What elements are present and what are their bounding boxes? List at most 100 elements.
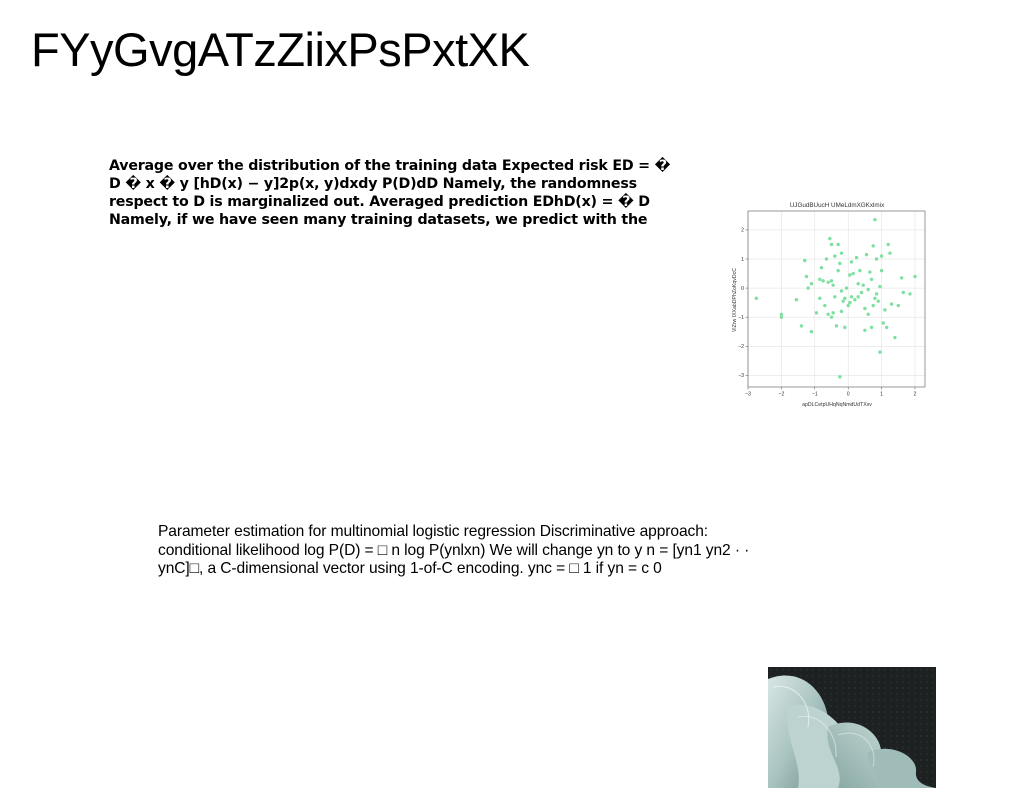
scatter-point xyxy=(841,299,845,303)
scatter-point xyxy=(863,306,867,311)
logistic-regression-paragraph: Parameter estimation for multinomial log… xyxy=(158,523,750,577)
scatter-point xyxy=(843,296,847,300)
scatter-point xyxy=(871,303,875,308)
scatter-point xyxy=(873,296,877,300)
scatter-point xyxy=(818,296,822,300)
y-tick-label: −2 xyxy=(738,344,744,350)
scatter-point xyxy=(836,242,840,247)
scatter-point xyxy=(863,328,867,332)
y-tick-label: 1 xyxy=(741,257,744,263)
x-tick-label: 1 xyxy=(880,392,883,398)
scatter-point xyxy=(881,321,885,325)
scatter-chart: UJGudBUucH UMeLdmXGKxlmix −3 −2 −1 0 1 2−3−2−… xyxy=(732,202,926,408)
scatter-point xyxy=(848,300,852,305)
y-tick-label: 2 xyxy=(741,228,744,234)
scatter-point xyxy=(821,279,825,283)
y-tick-label: −1 xyxy=(738,315,744,321)
abstract-ribbon-image xyxy=(768,667,936,788)
scatter-point xyxy=(828,236,832,241)
scatter-point xyxy=(848,273,852,277)
x-tick-label: −2 xyxy=(778,392,784,398)
scatter-point xyxy=(804,274,809,279)
scatter-point xyxy=(829,315,834,319)
scatter-point xyxy=(779,312,784,316)
scatter-point xyxy=(846,303,850,308)
scatter-point xyxy=(878,284,882,289)
scatter-point xyxy=(899,276,904,280)
scatter-point xyxy=(824,257,829,261)
scatter-point xyxy=(826,280,830,284)
risk-paragraph: Average over the distribution of the tra… xyxy=(109,158,671,228)
scatter-point xyxy=(818,277,822,282)
scatter-point xyxy=(754,296,759,300)
scatter-point xyxy=(849,295,854,299)
scatter-point xyxy=(896,303,900,308)
chart-ticks: −3 −2 −1 0 1 2 −3 −2 −1 0 1 2 xyxy=(738,228,916,398)
plot-frame xyxy=(747,210,926,388)
scatter-point xyxy=(874,257,879,261)
page-title: FYyGvgATzZiixPsPxtXK xyxy=(31,23,530,76)
scatter-point xyxy=(779,315,784,319)
scatter-point xyxy=(868,270,872,274)
scatter-point xyxy=(853,298,857,302)
chart-points xyxy=(754,218,917,379)
x-tick-label: −3 xyxy=(745,392,751,398)
scatter-point xyxy=(833,295,837,299)
scatter-point xyxy=(893,335,897,340)
scatter-point xyxy=(869,325,874,330)
scatter-point xyxy=(814,311,819,315)
scatter-point xyxy=(866,312,870,316)
scatter-point xyxy=(838,261,842,266)
x-tick-label: 2 xyxy=(914,392,917,398)
scatter-point xyxy=(886,242,890,247)
scatter-figure: UJGudBUucH UMeLdmXGKxlmix −3 −2 −1 0 1 2 −3 −2−… xyxy=(726,196,930,414)
x-tick-label: −1 xyxy=(812,392,818,398)
scatter-point xyxy=(829,242,834,247)
scatter-point xyxy=(806,286,810,290)
scatter-point xyxy=(908,292,912,296)
scatter-point xyxy=(883,308,887,312)
scatter-point xyxy=(851,271,855,276)
scatter-point xyxy=(794,298,799,302)
scatter-point xyxy=(834,324,839,328)
scatter-point xyxy=(833,254,837,258)
scatter-point xyxy=(866,287,870,292)
scatter-point xyxy=(864,252,869,257)
scatter-point xyxy=(876,299,880,303)
scatter-point xyxy=(871,244,875,248)
scatter-point xyxy=(856,282,860,286)
x-axis-label: apDLCetpUHqNqNmdUdTXxv xyxy=(802,402,872,408)
x-tick-label: 0 xyxy=(847,392,850,398)
y-tick-label: 0 xyxy=(741,286,744,292)
scatter-point xyxy=(913,274,917,279)
scatter-point xyxy=(856,295,860,299)
scatter-point xyxy=(879,254,884,258)
scatter-point xyxy=(873,218,877,222)
scatter-point xyxy=(823,303,827,308)
scatter-point xyxy=(838,375,842,379)
scatter-point xyxy=(844,286,849,290)
scatter-point xyxy=(826,312,830,316)
scatter-point xyxy=(879,268,884,273)
scatter-point xyxy=(819,266,824,270)
scatter-point xyxy=(839,309,844,314)
y-tick-label: −3 xyxy=(738,373,744,379)
y-axis-label: ViZrw IXXabDPhZoKqvDcC xyxy=(732,268,738,332)
scatter-point xyxy=(839,251,844,255)
scatter-point xyxy=(861,283,865,287)
scatter-point xyxy=(839,289,844,293)
scatter-point xyxy=(829,279,834,283)
scatter-point xyxy=(901,290,905,295)
ribbon-illustration xyxy=(768,667,936,788)
scatter-point xyxy=(878,350,882,354)
scatter-point xyxy=(874,292,879,296)
scatter-point xyxy=(809,330,814,334)
scatter-point xyxy=(888,251,892,255)
scatter-point xyxy=(889,302,894,306)
scatter-point xyxy=(836,268,840,273)
scatter-point xyxy=(884,325,889,330)
scatter-point xyxy=(843,325,847,330)
scatter-point xyxy=(869,277,874,282)
scatter-point xyxy=(849,260,854,264)
scatter-point xyxy=(858,268,862,273)
